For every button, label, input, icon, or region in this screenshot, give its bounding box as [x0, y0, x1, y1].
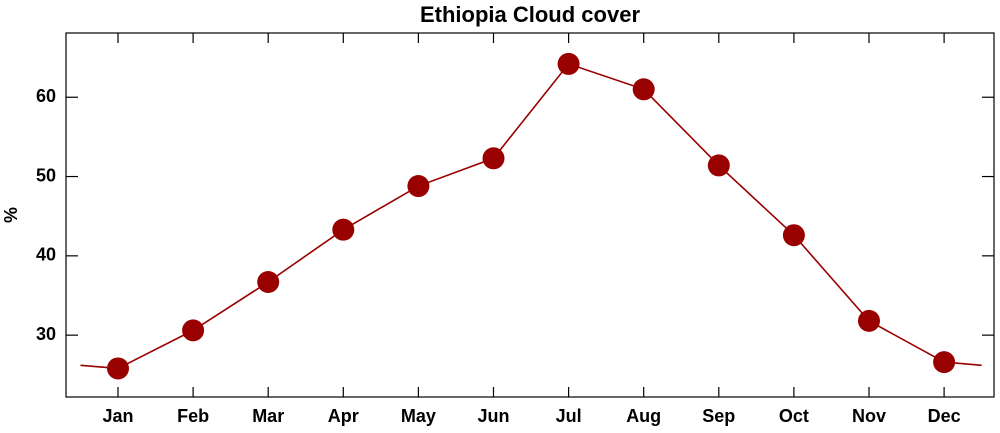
data-point	[782, 224, 805, 247]
data-point	[933, 351, 956, 374]
x-tick-label: Nov	[852, 406, 886, 426]
data-point	[482, 147, 505, 170]
x-tick-label: Feb	[177, 406, 209, 426]
x-tick-label: Sep	[702, 406, 735, 426]
x-tick-label: Oct	[779, 406, 809, 426]
data-point	[557, 52, 580, 75]
x-tick-label: May	[401, 406, 436, 426]
chart-title: Ethiopia Cloud cover	[420, 2, 640, 27]
y-tick-label: 50	[36, 165, 56, 185]
x-tick-label: Dec	[928, 406, 961, 426]
data-point	[632, 78, 655, 101]
data-point	[407, 175, 430, 198]
data-point	[257, 271, 280, 294]
x-tick-label: Jul	[556, 406, 582, 426]
x-tick-label: Mar	[252, 406, 284, 426]
x-tick-label: Aug	[626, 406, 661, 426]
series-line	[117, 62, 945, 370]
y-tick-label: 30	[36, 324, 56, 344]
x-tick-label: Jan	[102, 406, 133, 426]
x-tick-label: Apr	[328, 406, 359, 426]
data-point	[182, 319, 205, 342]
data-point	[332, 218, 355, 241]
y-axis-label: %	[1, 207, 21, 223]
y-tick-label: 40	[36, 245, 56, 265]
plot-frame	[65, 32, 995, 398]
y-tick-label: 60	[36, 86, 56, 106]
x-tick-label: Jun	[477, 406, 509, 426]
data-point	[107, 357, 129, 380]
data-point	[858, 309, 880, 332]
data-point	[707, 154, 730, 177]
